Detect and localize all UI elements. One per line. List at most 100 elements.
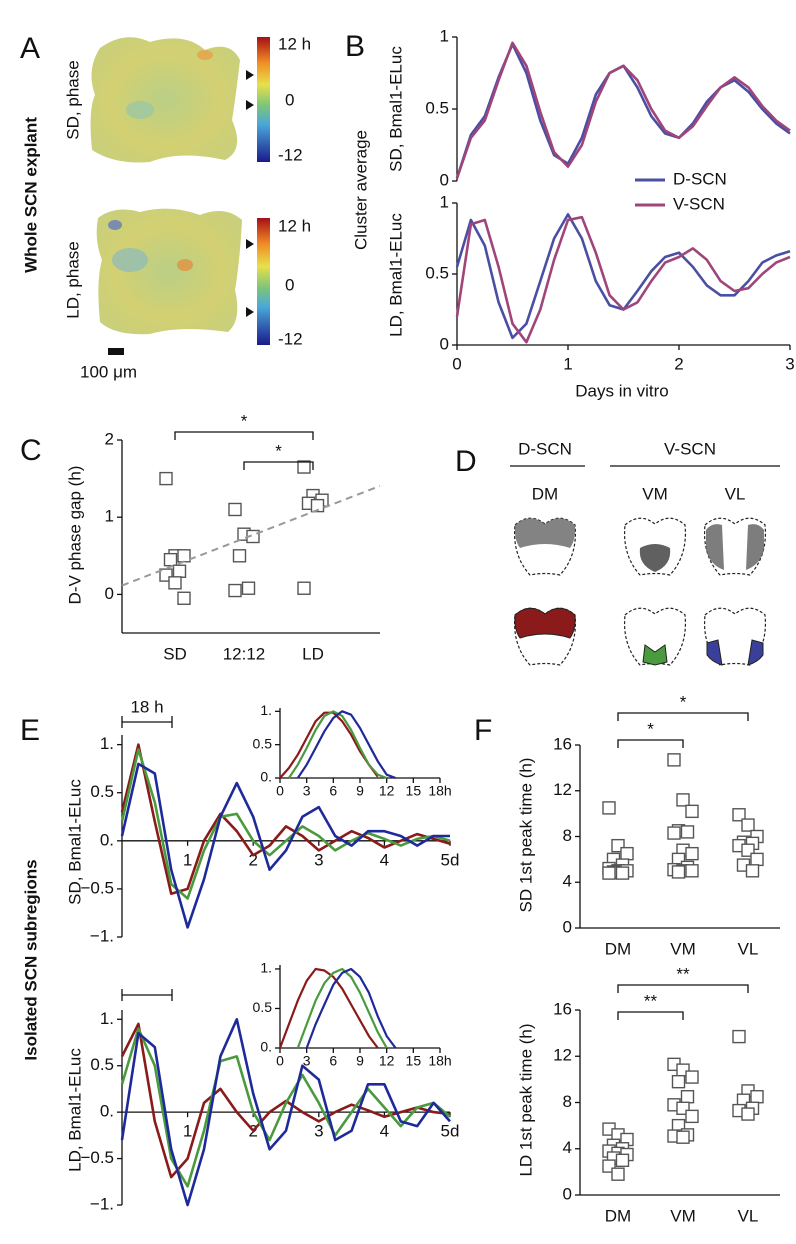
y-tick-label: 1. <box>260 702 272 718</box>
scale-label: 100 μm <box>80 362 137 381</box>
data-point <box>680 1090 695 1104</box>
data-point <box>750 1090 764 1104</box>
data-point <box>172 564 187 578</box>
phase-spot <box>197 50 213 60</box>
x-tick-label: DM <box>605 939 631 958</box>
y-axis-title: LD, Bmal1-ELuc <box>386 213 405 337</box>
y-tick-label: 12 <box>553 1046 572 1065</box>
y-tick-label: 0. <box>100 830 114 849</box>
region-label: VM <box>642 484 668 503</box>
x-tick-label: 6 <box>329 783 337 799</box>
x-tick-label: VL <box>738 939 759 958</box>
y-tick-label: 4 <box>563 872 572 891</box>
colorbar-label: 12 h <box>278 34 311 53</box>
significance-bracket <box>617 712 749 721</box>
significance-bracket <box>174 431 314 440</box>
y-tick-label: 1. <box>100 734 114 753</box>
y-tick-label: 0 <box>105 584 114 603</box>
x-tick-label: 3 <box>785 354 794 373</box>
data-point <box>732 808 746 822</box>
data-point <box>667 753 681 767</box>
data-point <box>676 793 690 807</box>
significance-bracket <box>617 984 749 993</box>
data-point <box>685 864 699 878</box>
region-vl <box>706 639 764 666</box>
phase-spot <box>112 248 148 272</box>
y-tick-label: 0.5 <box>253 735 273 751</box>
legend-label: V-SCN <box>673 194 725 213</box>
data-point <box>602 801 616 815</box>
panel-letter: C <box>20 434 42 467</box>
colorbar <box>257 218 270 345</box>
y-axis-title: Cluster average <box>351 130 370 250</box>
series-line <box>120 762 450 929</box>
data-point <box>671 865 686 879</box>
data-point <box>159 471 173 486</box>
data-point <box>615 1153 630 1168</box>
significance-label: * <box>647 719 654 738</box>
scale-bar <box>121 989 173 1001</box>
y-tick-label: 2 <box>105 429 114 448</box>
phase-map <box>96 208 243 335</box>
x-tick-label: 12:12 <box>223 644 266 663</box>
data-point <box>232 549 247 563</box>
x-tick-label: 2 <box>674 354 683 373</box>
series-line <box>296 967 388 1049</box>
x-tick-label: 0 <box>276 783 284 799</box>
group-label: D-SCN <box>518 439 572 458</box>
colorbar-label: -12 <box>278 329 303 348</box>
y-tick-label: −0.5 <box>80 878 114 897</box>
image-label: SD, phase <box>63 60 82 139</box>
x-tick-label: VM <box>670 1206 696 1225</box>
data-point <box>163 552 178 567</box>
data-point <box>732 1029 746 1044</box>
y-tick-label: 0.5 <box>253 999 273 1015</box>
y-tick-label: −1. <box>90 1194 114 1213</box>
data-point <box>745 864 760 878</box>
significance-label: * <box>275 441 282 460</box>
panel-letter: F <box>474 714 492 747</box>
x-tick-label: 0 <box>276 1053 284 1069</box>
x-tick-label: 4 <box>380 1122 389 1141</box>
side-label: Isolated SCN subregions <box>21 859 40 1060</box>
series-line <box>305 967 397 1049</box>
x-tick-label: 1 <box>183 850 192 869</box>
data-point <box>680 825 695 839</box>
x-tick-label: SD <box>163 644 187 663</box>
series-line <box>120 1027 451 1188</box>
data-point <box>685 804 699 819</box>
y-axis-title: LD, Bmal1-ELuc <box>65 1048 84 1172</box>
significance-bracket <box>243 461 314 470</box>
panel-letter: A <box>20 32 40 65</box>
y-axis-title: D-V phase gap (h) <box>65 466 84 605</box>
scale-bar-label: 18 h <box>130 697 163 716</box>
region-label: VL <box>725 484 746 503</box>
significance-bracket <box>617 739 684 748</box>
group-label: V-SCN <box>664 439 716 458</box>
x-tick-label: 6 <box>329 1053 337 1069</box>
y-tick-label: 16 <box>553 999 572 1018</box>
expression-map <box>706 524 764 570</box>
data-point <box>241 581 256 595</box>
x-tick-label: 4 <box>380 850 389 869</box>
x-axis-title: Days in vitro <box>575 381 669 400</box>
data-point <box>671 1074 686 1089</box>
data-point <box>750 852 764 867</box>
panel-letter: D <box>455 445 477 478</box>
x-tick-label: 12 <box>379 783 395 799</box>
data-point <box>741 818 755 832</box>
series-line <box>278 967 379 1049</box>
significance-label: * <box>680 692 687 711</box>
x-tick-label: 3 <box>314 850 323 869</box>
x-tick-label: 1 <box>183 1122 192 1141</box>
x-tick-label: 9 <box>356 1053 364 1069</box>
significance-label: ** <box>644 991 658 1010</box>
x-tick-label: 15 <box>406 783 422 799</box>
y-tick-label: 4 <box>563 1138 572 1157</box>
y-tick-label: 0.5 <box>425 98 449 117</box>
y-tick-label: 1. <box>260 960 272 976</box>
phase-spot <box>177 259 193 271</box>
y-tick-label: 0. <box>260 1039 272 1055</box>
